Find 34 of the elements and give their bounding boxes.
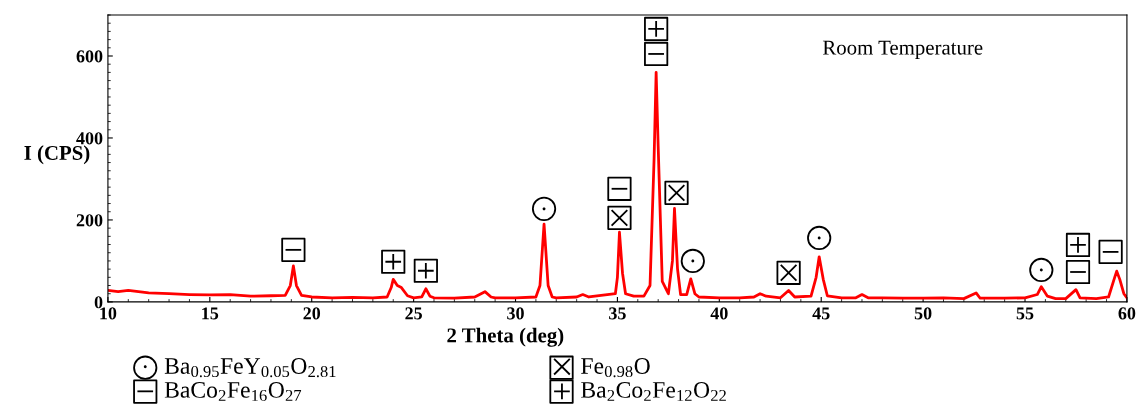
point bbox=[281, 237, 306, 262]
x-tick-label: 30 bbox=[507, 307, 524, 320]
point bbox=[381, 249, 406, 274]
x-tick-label: 35 bbox=[609, 307, 626, 320]
legend-label: Ba$_{2}$Co$_{2}$Fe$_{12}$O$_{22}$ bbox=[581, 381, 726, 401]
point bbox=[1065, 232, 1091, 258]
y-tick-label: 600 bbox=[76, 50, 103, 63]
legend-label: BaCo$_{2}$Fe$_{16}$O$_{27}$ bbox=[164, 381, 302, 402]
x-tick-label: 10 bbox=[100, 307, 117, 320]
point bbox=[607, 176, 632, 201]
x-tick-label: 55 bbox=[1016, 307, 1034, 320]
y-tick-label: 200 bbox=[76, 214, 103, 227]
point bbox=[413, 258, 438, 283]
x-tick-label: 25 bbox=[405, 307, 422, 320]
x-tick-label: 45 bbox=[812, 307, 830, 320]
point bbox=[644, 41, 669, 67]
x-tick-label: 20 bbox=[303, 307, 321, 320]
x-tick-label: 60 bbox=[1118, 307, 1136, 320]
x-tick-label: 15 bbox=[202, 307, 219, 320]
point bbox=[644, 16, 669, 42]
x-axis-title: 2 Theta (deg) bbox=[447, 327, 564, 347]
annotation: Room Temperature bbox=[822, 40, 983, 59]
point bbox=[664, 180, 689, 205]
legend-label: Ba$_{0.95}$FeY$_{0.05}$O$_{2.81}$ bbox=[164, 358, 336, 378]
point bbox=[776, 260, 801, 285]
y-tick-label: 0 bbox=[94, 296, 103, 309]
x-tick-label: 50 bbox=[914, 307, 932, 320]
point bbox=[1098, 239, 1123, 265]
y-axis-title: I (CPS) bbox=[24, 145, 90, 165]
point bbox=[1065, 259, 1091, 285]
x-tick-label: 40 bbox=[710, 307, 728, 320]
y-tick-label: 400 bbox=[76, 132, 103, 145]
legend-label: Fe$_{0.98}$O bbox=[581, 358, 650, 378]
point bbox=[607, 205, 632, 230]
